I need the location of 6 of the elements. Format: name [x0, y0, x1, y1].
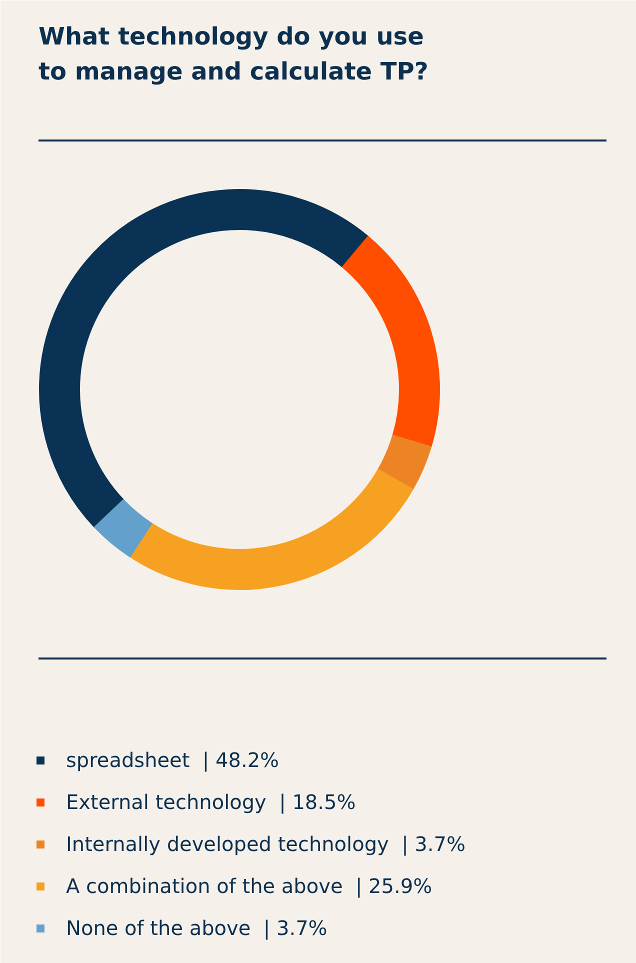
- legend-label: None of the above | 3.7%: [66, 916, 328, 940]
- legend-label: Internally developed technology | 3.7%: [66, 832, 466, 856]
- legend-label: A combination of the above | 25.9%: [66, 874, 432, 898]
- legend-label: External technology | 18.5%: [66, 790, 356, 814]
- legend-label: spreadsheet | 48.2%: [66, 748, 280, 772]
- chart-title: What technology do you use to manage and calculate TP?: [38, 22, 428, 86]
